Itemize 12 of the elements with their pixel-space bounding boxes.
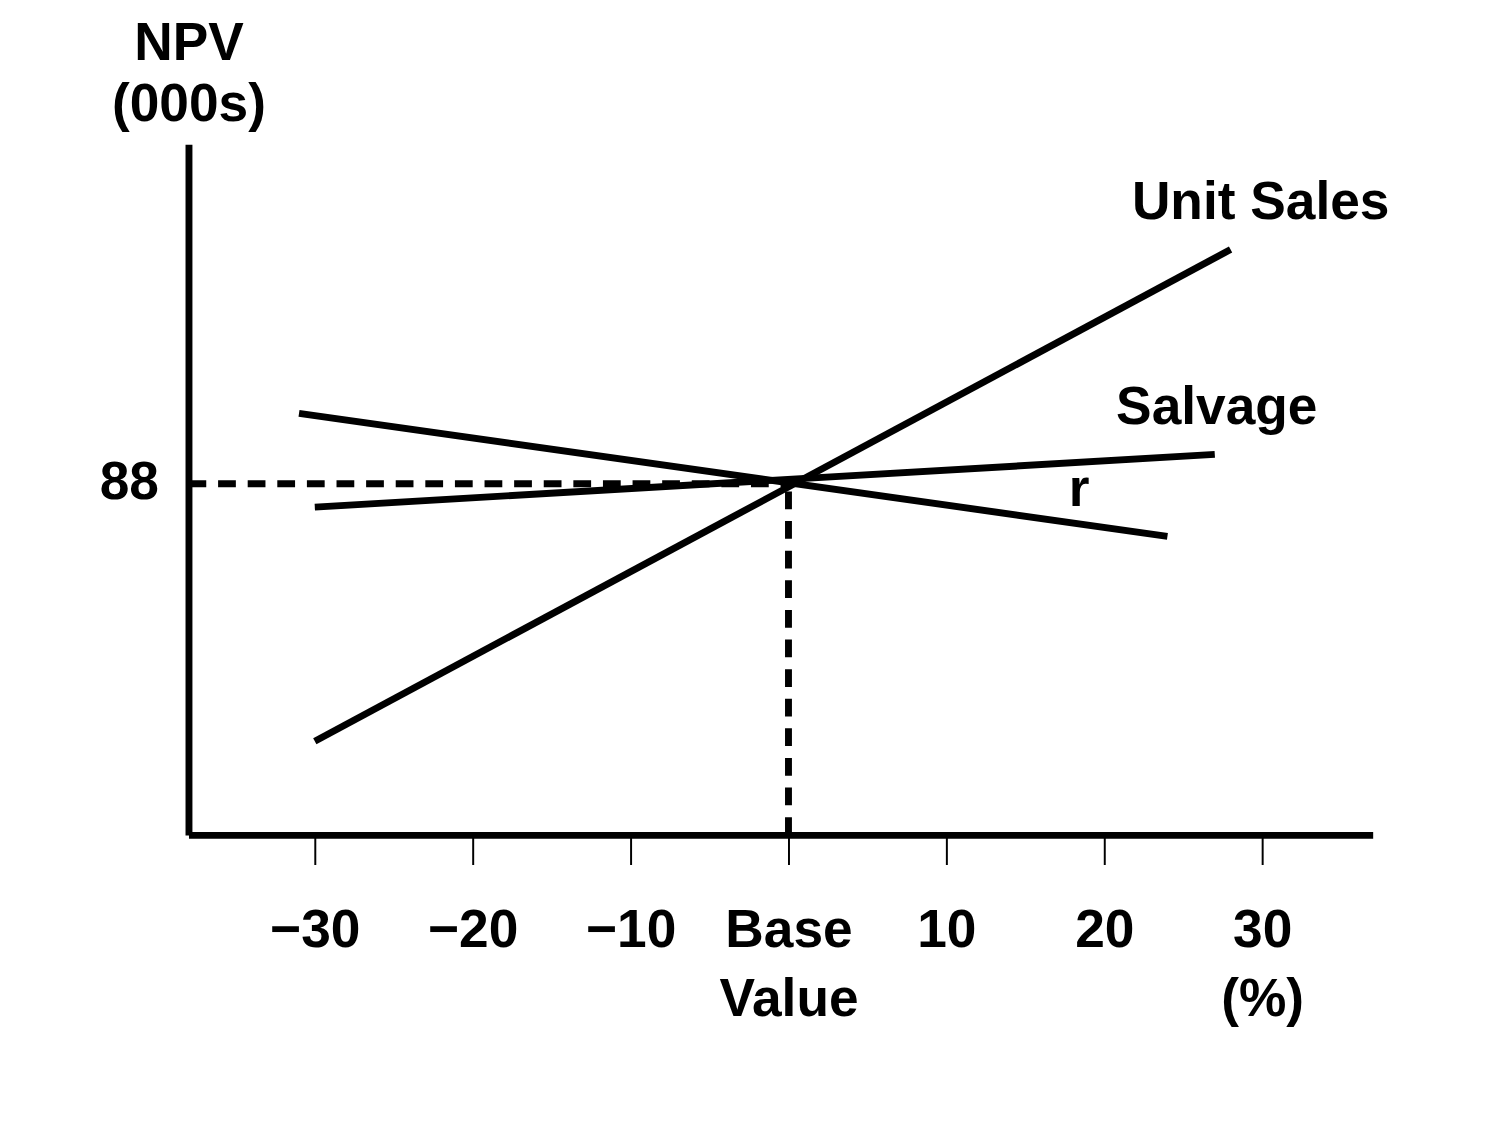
text: 88 bbox=[99, 451, 159, 511]
x-tick-label: 30 (%) bbox=[1221, 898, 1305, 1027]
x-tick-label: −20 bbox=[428, 898, 519, 958]
x-tick-label: −30 bbox=[270, 898, 361, 958]
series-label: Salvage bbox=[1116, 375, 1318, 435]
series-label: r bbox=[1068, 457, 1090, 517]
x-tick-label: Base Value bbox=[719, 898, 859, 1027]
y-axis-title: NPV (000s) bbox=[111, 11, 266, 132]
x-tick-label: −10 bbox=[585, 898, 677, 958]
x-tick-label: 10 bbox=[917, 898, 977, 958]
x-tick-label: 20 bbox=[1075, 898, 1135, 958]
series-label: Unit Sales bbox=[1131, 170, 1390, 230]
